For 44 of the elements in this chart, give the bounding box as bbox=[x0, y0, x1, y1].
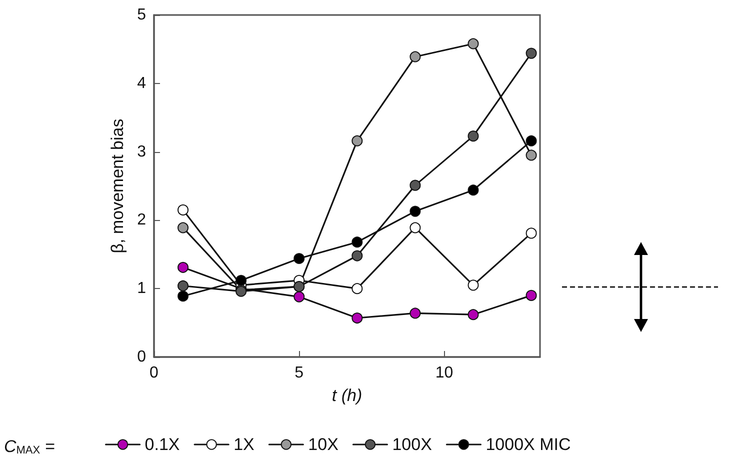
point bbox=[468, 130, 479, 142]
point bbox=[294, 291, 305, 302]
point bbox=[178, 204, 189, 216]
x-tick-label: 10 bbox=[435, 364, 454, 382]
point bbox=[526, 150, 537, 161]
point bbox=[294, 253, 305, 264]
point bbox=[410, 308, 421, 319]
point bbox=[410, 180, 421, 191]
x-tick-label: 5 bbox=[294, 364, 304, 382]
x-axis-title: t (h) bbox=[332, 386, 362, 405]
point bbox=[236, 274, 247, 286]
point bbox=[526, 228, 537, 239]
legend-label: 100X bbox=[392, 435, 432, 454]
point bbox=[526, 48, 537, 59]
legend-label: 10X bbox=[308, 435, 338, 454]
y-tick-label: 5 bbox=[137, 6, 146, 24]
y-tick-label: 3 bbox=[137, 143, 146, 160]
legend-label: 0.1X bbox=[144, 435, 180, 454]
y-axis-title: β, movement bias bbox=[108, 118, 127, 254]
point bbox=[352, 236, 363, 248]
point bbox=[468, 38, 479, 50]
point bbox=[178, 262, 189, 273]
point bbox=[468, 280, 479, 291]
y-tick-label: 0 bbox=[137, 348, 146, 366]
point bbox=[178, 280, 189, 292]
point bbox=[352, 135, 363, 146]
point bbox=[410, 51, 421, 62]
point bbox=[526, 290, 537, 301]
x-tick-label: 0 bbox=[150, 364, 159, 382]
point bbox=[352, 312, 363, 324]
point bbox=[352, 250, 363, 262]
legend-label: 1X bbox=[234, 435, 254, 454]
legend-label: 1000X MIC bbox=[486, 435, 571, 454]
y-tick-label: 4 bbox=[137, 74, 146, 92]
point bbox=[178, 290, 189, 302]
y-tick-label: 2 bbox=[137, 212, 146, 229]
point bbox=[526, 135, 537, 146]
point bbox=[410, 222, 421, 234]
point bbox=[468, 184, 479, 196]
point bbox=[352, 283, 363, 294]
point bbox=[178, 222, 189, 234]
point bbox=[410, 206, 421, 217]
point bbox=[468, 309, 479, 320]
y-tick-label: 1 bbox=[137, 280, 146, 298]
